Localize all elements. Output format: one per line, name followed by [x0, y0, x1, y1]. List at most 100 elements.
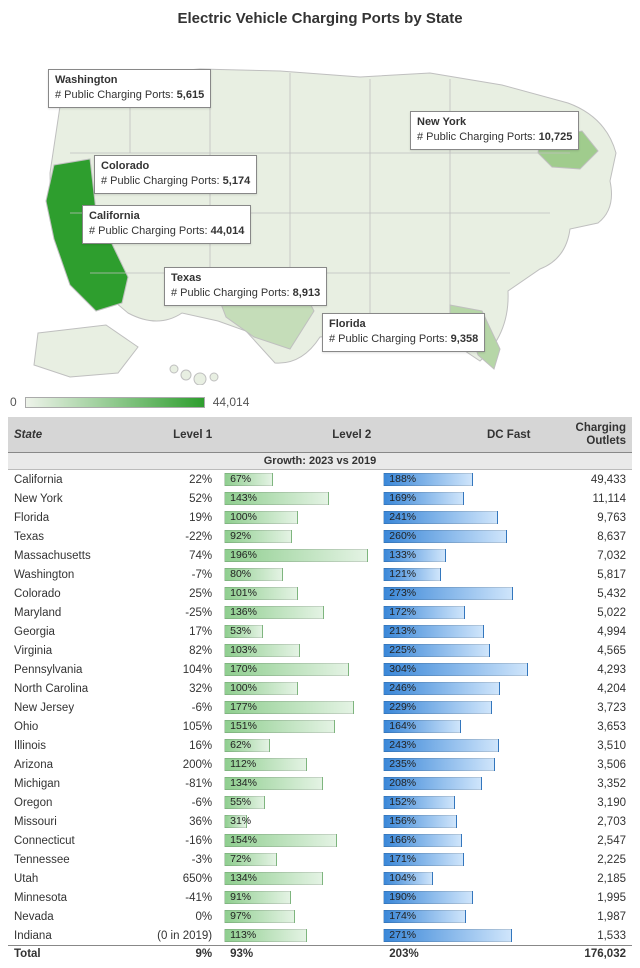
table-row: North Carolina32%100%246%4,204 — [8, 679, 632, 698]
cell-state: Indiana — [8, 926, 133, 946]
map-callout: Washington# Public Charging Ports: 5,615 — [48, 69, 211, 108]
cell-level1: 32% — [133, 679, 218, 698]
table-row: Nevada0%97%174%1,987 — [8, 907, 632, 926]
cell-level2: 55% — [218, 793, 377, 812]
cell-level1: 650% — [133, 869, 218, 888]
cell-dcfast: 213% — [377, 622, 536, 641]
cell-state: Texas — [8, 527, 133, 546]
cell-dcfast: 104% — [377, 869, 536, 888]
cell-level2: 151% — [218, 717, 377, 736]
cell-level1: -16% — [133, 831, 218, 850]
cell-level2: 196% — [218, 546, 377, 565]
cell-state: Minnesota — [8, 888, 133, 907]
cell-level2: 72% — [218, 850, 377, 869]
cell-level1: 19% — [133, 508, 218, 527]
cell-level2: 91% — [218, 888, 377, 907]
cell-outlets: 2,185 — [536, 869, 632, 888]
cell-level2: 62% — [218, 736, 377, 755]
table-row: Virginia82%103%225%4,565 — [8, 641, 632, 660]
table-row: Colorado25%101%273%5,432 — [8, 584, 632, 603]
cell-level2: 103% — [218, 641, 377, 660]
cell-level2: 170% — [218, 660, 377, 679]
cell-state: California — [8, 470, 133, 490]
map-callout: Texas# Public Charging Ports: 8,913 — [164, 267, 327, 306]
legend-min: 0 — [10, 395, 17, 409]
col-level1: Level 1 — [133, 417, 218, 453]
cell-dcfast: 235% — [377, 755, 536, 774]
table-row: Massachusetts74%196%133%7,032 — [8, 546, 632, 565]
table-row: Maryland-25%136%172%5,022 — [8, 603, 632, 622]
cell-outlets: 5,022 — [536, 603, 632, 622]
cell-outlets: 1,995 — [536, 888, 632, 907]
cell-outlets: 3,352 — [536, 774, 632, 793]
cell-level1: 82% — [133, 641, 218, 660]
cell-dcfast: 156% — [377, 812, 536, 831]
cell-state: Michigan — [8, 774, 133, 793]
cell-state: Tennessee — [8, 850, 133, 869]
cell-level2: 134% — [218, 774, 377, 793]
cell-level1: 17% — [133, 622, 218, 641]
table-row: Washington-7%80%121%5,817 — [8, 565, 632, 584]
cell-outlets: 11,114 — [536, 489, 632, 508]
table-row: Indiana(0 in 2019)113%271%1,533 — [8, 926, 632, 946]
cell-level1: -6% — [133, 793, 218, 812]
cell-state: Arizona — [8, 755, 133, 774]
cell-state: Virginia — [8, 641, 133, 660]
table-row: Texas-22%92%260%8,637 — [8, 527, 632, 546]
cell-level2: 154% — [218, 831, 377, 850]
cell-outlets: 7,032 — [536, 546, 632, 565]
cell-state: Oregon — [8, 793, 133, 812]
cell-level1: -81% — [133, 774, 218, 793]
cell-state: Colorado — [8, 584, 133, 603]
cell-outlets: 2,225 — [536, 850, 632, 869]
cell-outlets: 1,533 — [536, 926, 632, 946]
cell-state: Massachusetts — [8, 546, 133, 565]
cell-dcfast: 260% — [377, 527, 536, 546]
cell-dcfast: 133% — [377, 546, 536, 565]
table-row: Ohio105%151%164%3,653 — [8, 717, 632, 736]
table-row: Connecticut-16%154%166%2,547 — [8, 831, 632, 850]
cell-outlets: 4,994 — [536, 622, 632, 641]
cell-outlets: 3,510 — [536, 736, 632, 755]
cell-level1: -3% — [133, 850, 218, 869]
map-callout: Florida# Public Charging Ports: 9,358 — [322, 313, 485, 352]
cell-level1: -41% — [133, 888, 218, 907]
cell-dcfast: 121% — [377, 565, 536, 584]
cell-state: New York — [8, 489, 133, 508]
cell-dcfast: 171% — [377, 850, 536, 869]
table-row: Tennessee-3%72%171%2,225 — [8, 850, 632, 869]
cell-dcfast: 174% — [377, 907, 536, 926]
cell-level2: 80% — [218, 565, 377, 584]
cell-level2: 67% — [218, 470, 377, 490]
cell-outlets: 3,653 — [536, 717, 632, 736]
cell-dcfast: 273% — [377, 584, 536, 603]
cell-state: Nevada — [8, 907, 133, 926]
cell-outlets: 4,293 — [536, 660, 632, 679]
table-row: Oregon-6%55%152%3,190 — [8, 793, 632, 812]
cell-level1: 52% — [133, 489, 218, 508]
map-hawaii — [170, 365, 218, 385]
map-legend: 0 44,014 — [10, 395, 634, 409]
cell-dcfast: 190% — [377, 888, 536, 907]
cell-level1: -25% — [133, 603, 218, 622]
cell-dcfast: 304% — [377, 660, 536, 679]
cell-level2: 31% — [218, 812, 377, 831]
cell-outlets: 2,703 — [536, 812, 632, 831]
cell-level1: 36% — [133, 812, 218, 831]
cell-state: Florida — [8, 508, 133, 527]
map-callout: New York# Public Charging Ports: 10,725 — [410, 111, 579, 150]
cell-dcfast: 172% — [377, 603, 536, 622]
col-dcfast: DC Fast — [377, 417, 536, 453]
table-header-row: State Level 1 Level 2 DC Fast Charging O… — [8, 417, 632, 453]
cell-level2: 100% — [218, 508, 377, 527]
cell-level2: 101% — [218, 584, 377, 603]
map-callout: California# Public Charging Ports: 44,01… — [82, 205, 251, 244]
cell-dcfast: 229% — [377, 698, 536, 717]
cell-dcfast: 246% — [377, 679, 536, 698]
cell-level2: 92% — [218, 527, 377, 546]
cell-state: Georgia — [8, 622, 133, 641]
cell-outlets: 5,432 — [536, 584, 632, 603]
cell-level2: 177% — [218, 698, 377, 717]
table-row: Michigan-81%134%208%3,352 — [8, 774, 632, 793]
table-row: Pennsylvania104%170%304%4,293 — [8, 660, 632, 679]
